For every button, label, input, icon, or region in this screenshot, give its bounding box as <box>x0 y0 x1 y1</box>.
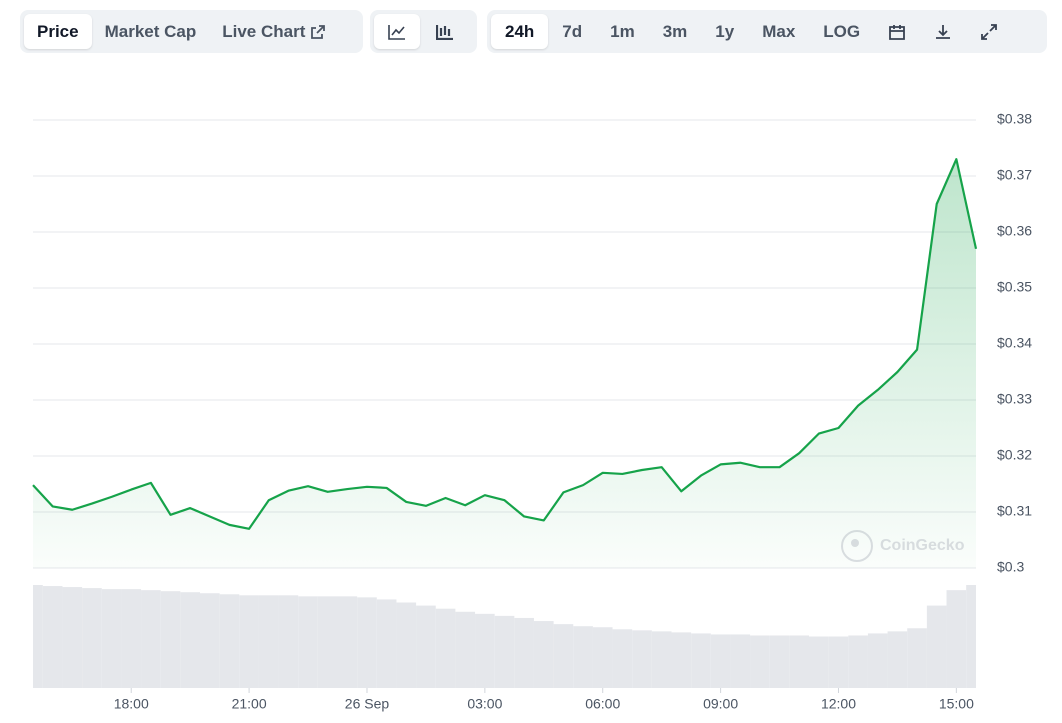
candle-icon <box>436 24 453 40</box>
icon-button[interactable] <box>874 14 920 49</box>
range-group: 24h 7d 1m 3m 1y Max LOG <box>487 10 1047 53</box>
range-button[interactable]: 7d <box>562 21 583 41</box>
x-tick-label: 21:00 <box>232 696 267 712</box>
tab-group: Price Market Cap Live Chart <box>20 10 363 53</box>
volume-bar <box>180 592 200 688</box>
volume-bar <box>907 628 927 688</box>
volume-bar <box>258 595 279 688</box>
volume-bar <box>475 613 495 688</box>
volume-bar <box>42 586 63 688</box>
volume-bar <box>730 634 751 688</box>
icon-button[interactable] <box>920 14 966 49</box>
chart-style-group <box>370 10 477 53</box>
volume-bar <box>121 589 142 688</box>
volume-bar <box>317 596 338 688</box>
volume-bar <box>239 595 259 688</box>
x-tick-label: 12:00 <box>821 696 856 712</box>
y-tick-label: $0.38 <box>997 111 1032 127</box>
y-tick-label: $0.36 <box>997 223 1032 239</box>
line-style-button[interactable] <box>374 14 420 49</box>
volume-bar <box>219 594 240 688</box>
volume-bar <box>848 635 868 688</box>
external-icon <box>311 24 326 39</box>
volume-bar <box>514 617 534 688</box>
y-tick-label: $0.37 <box>997 167 1032 183</box>
volume-bar <box>966 585 976 688</box>
volume-bar <box>867 633 888 688</box>
volume-bar <box>62 587 83 688</box>
price-line <box>32 158 978 530</box>
volume-bar <box>553 624 574 688</box>
volume-bar <box>494 615 515 688</box>
y-tick-label: $0.32 <box>997 447 1032 463</box>
volume-bar <box>376 599 397 688</box>
y-tick-label: $0.35 <box>997 279 1032 295</box>
volume-bar <box>632 630 652 688</box>
volume-bar <box>592 627 613 688</box>
volume-bar <box>671 632 692 688</box>
range-button[interactable]: LOG <box>823 21 861 41</box>
x-tick-label: 03:00 <box>467 696 502 712</box>
x-tick-label: 15:00 <box>939 696 974 712</box>
volume-bar <box>278 595 299 688</box>
tab[interactable]: Live Chart <box>209 14 339 49</box>
range-button[interactable]: 1m <box>610 21 635 41</box>
x-tick-label: 06:00 <box>585 696 620 712</box>
range-button[interactable]: 24h <box>491 14 549 49</box>
volume-bar <box>573 626 593 688</box>
y-tick-label: $0.31 <box>997 503 1032 519</box>
x-tick-label: 26 Sep <box>345 696 390 712</box>
range-button[interactable]: 3m <box>662 21 688 41</box>
price-area <box>33 159 976 568</box>
watermark-text: CoinGecko <box>880 537 965 554</box>
volume-bar <box>533 621 554 688</box>
volume-bar <box>612 629 633 688</box>
volume-bar <box>33 585 43 688</box>
watermark: CoinGecko <box>841 530 965 562</box>
tab[interactable]: Market Cap <box>104 21 197 41</box>
volume-bar <box>789 635 810 688</box>
volume-bar <box>750 635 770 688</box>
volume-bar <box>946 590 967 688</box>
icon-button[interactable] <box>966 14 1012 49</box>
x-tick-label: 18:00 <box>114 696 149 712</box>
volume-bar <box>887 631 908 688</box>
volume-bar <box>651 631 672 688</box>
volume-bar <box>828 636 849 688</box>
volume-bar <box>141 590 161 688</box>
volume-bar <box>926 605 947 688</box>
volume-bar <box>82 588 102 688</box>
volume-bar <box>396 602 417 688</box>
volume-bar <box>710 634 731 688</box>
volume-bar <box>455 611 476 688</box>
volume-bar <box>160 591 181 688</box>
volume-bar <box>357 597 377 688</box>
tab-label: Live Chart <box>222 21 306 41</box>
tab[interactable]: Price <box>24 14 92 49</box>
icon <box>936 24 951 39</box>
volume-bar <box>416 605 436 688</box>
icon <box>981 23 998 40</box>
volume-bar <box>199 593 220 688</box>
volume-bar <box>809 636 829 688</box>
y-tick-label: $0.33 <box>997 391 1032 407</box>
volume-bar <box>337 596 358 688</box>
y-tick-label: $0.3 <box>997 559 1024 575</box>
icon <box>889 24 906 40</box>
x-tick-label: 09:00 <box>703 696 738 712</box>
volume-bar <box>101 589 122 688</box>
range-button[interactable]: 1y <box>715 21 735 41</box>
y-tick-label: $0.34 <box>997 335 1032 351</box>
volume-bar <box>298 596 318 688</box>
volume-bar <box>435 608 456 688</box>
line-icon <box>388 24 405 40</box>
volume-bar <box>769 635 790 688</box>
candle-style-button[interactable] <box>420 14 470 49</box>
range-button[interactable]: Max <box>762 21 796 41</box>
volume-bar <box>691 633 711 688</box>
